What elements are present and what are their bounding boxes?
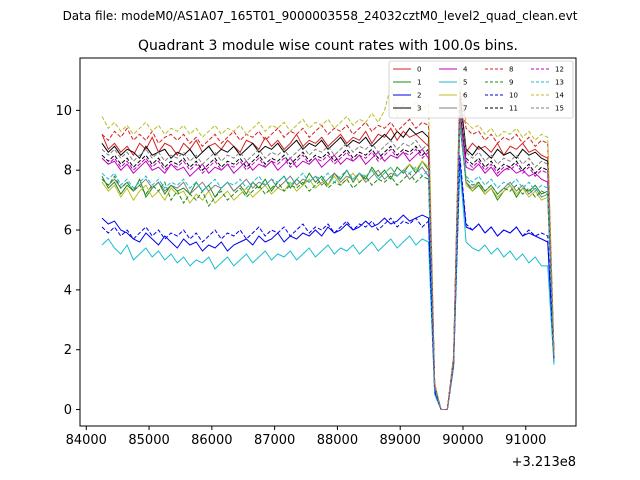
plot-frame bbox=[79, 57, 577, 427]
legend-label-10: 10 bbox=[509, 92, 518, 100]
legend-label-4: 4 bbox=[463, 66, 468, 74]
x-tick-label: 88000 bbox=[317, 433, 358, 448]
legend-label-13: 13 bbox=[555, 79, 564, 87]
x-tick-label: 84000 bbox=[66, 433, 107, 448]
series-line-3 bbox=[101, 92, 555, 410]
x-tick-label: 87000 bbox=[254, 433, 295, 448]
legend-label-2: 2 bbox=[417, 92, 421, 100]
y-tick-label: 6 bbox=[64, 224, 72, 239]
y-axis: 0 2 4 6 8 10 bbox=[55, 104, 80, 418]
y-tick-label: 10 bbox=[55, 104, 72, 119]
y-tick-label: 2 bbox=[64, 343, 72, 358]
legend-label-6: 6 bbox=[463, 92, 468, 100]
series-line-9 bbox=[101, 125, 555, 410]
series-line-13 bbox=[101, 125, 555, 410]
y-tick-label: 4 bbox=[64, 283, 72, 298]
series-line-5 bbox=[101, 167, 555, 410]
y-tick-label: 0 bbox=[64, 403, 72, 418]
legend-label-0: 0 bbox=[417, 66, 421, 74]
series-line-8 bbox=[101, 89, 555, 410]
legend-label-3: 3 bbox=[417, 105, 421, 113]
legend-label-11: 11 bbox=[509, 105, 518, 113]
series-line-14 bbox=[101, 77, 555, 410]
legend-label-1: 1 bbox=[417, 79, 421, 87]
series-layer bbox=[101, 77, 555, 410]
x-tick-label: 90000 bbox=[442, 433, 483, 448]
series-line-6 bbox=[101, 116, 555, 410]
series-line-0 bbox=[101, 98, 555, 410]
x-offset-label: +3.213e8 bbox=[512, 455, 576, 470]
x-tick-label: 91000 bbox=[505, 433, 546, 448]
x-tick-label: 86000 bbox=[191, 433, 232, 448]
y-tick-label: 8 bbox=[64, 164, 72, 179]
legend-label-12: 12 bbox=[555, 66, 564, 74]
legend-label-14: 14 bbox=[555, 92, 564, 100]
x-tick-label: 89000 bbox=[380, 433, 421, 448]
legend-label-9: 9 bbox=[509, 79, 513, 87]
legend-label-5: 5 bbox=[463, 79, 467, 87]
x-axis: 84000 85000 86000 87000 88000 89000 90000 91000 bbox=[66, 426, 546, 448]
legend-label-15: 15 bbox=[555, 105, 564, 113]
data-file-suptitle: Data file: modeM0/AS1A07_165T01_90000035… bbox=[63, 9, 578, 23]
x-tick-label: 85000 bbox=[128, 433, 169, 448]
chart-title: Quadrant 3 module wise count rates with … bbox=[138, 38, 518, 54]
series-line-11 bbox=[101, 107, 555, 410]
series-line-12 bbox=[101, 110, 555, 410]
series-line-15 bbox=[101, 101, 555, 410]
legend-box bbox=[388, 60, 574, 119]
series-line-4 bbox=[101, 113, 555, 410]
series-line-2 bbox=[101, 161, 555, 410]
legend-label-8: 8 bbox=[509, 66, 513, 74]
series-line-10 bbox=[101, 155, 555, 410]
legend-label-7: 7 bbox=[463, 105, 467, 113]
